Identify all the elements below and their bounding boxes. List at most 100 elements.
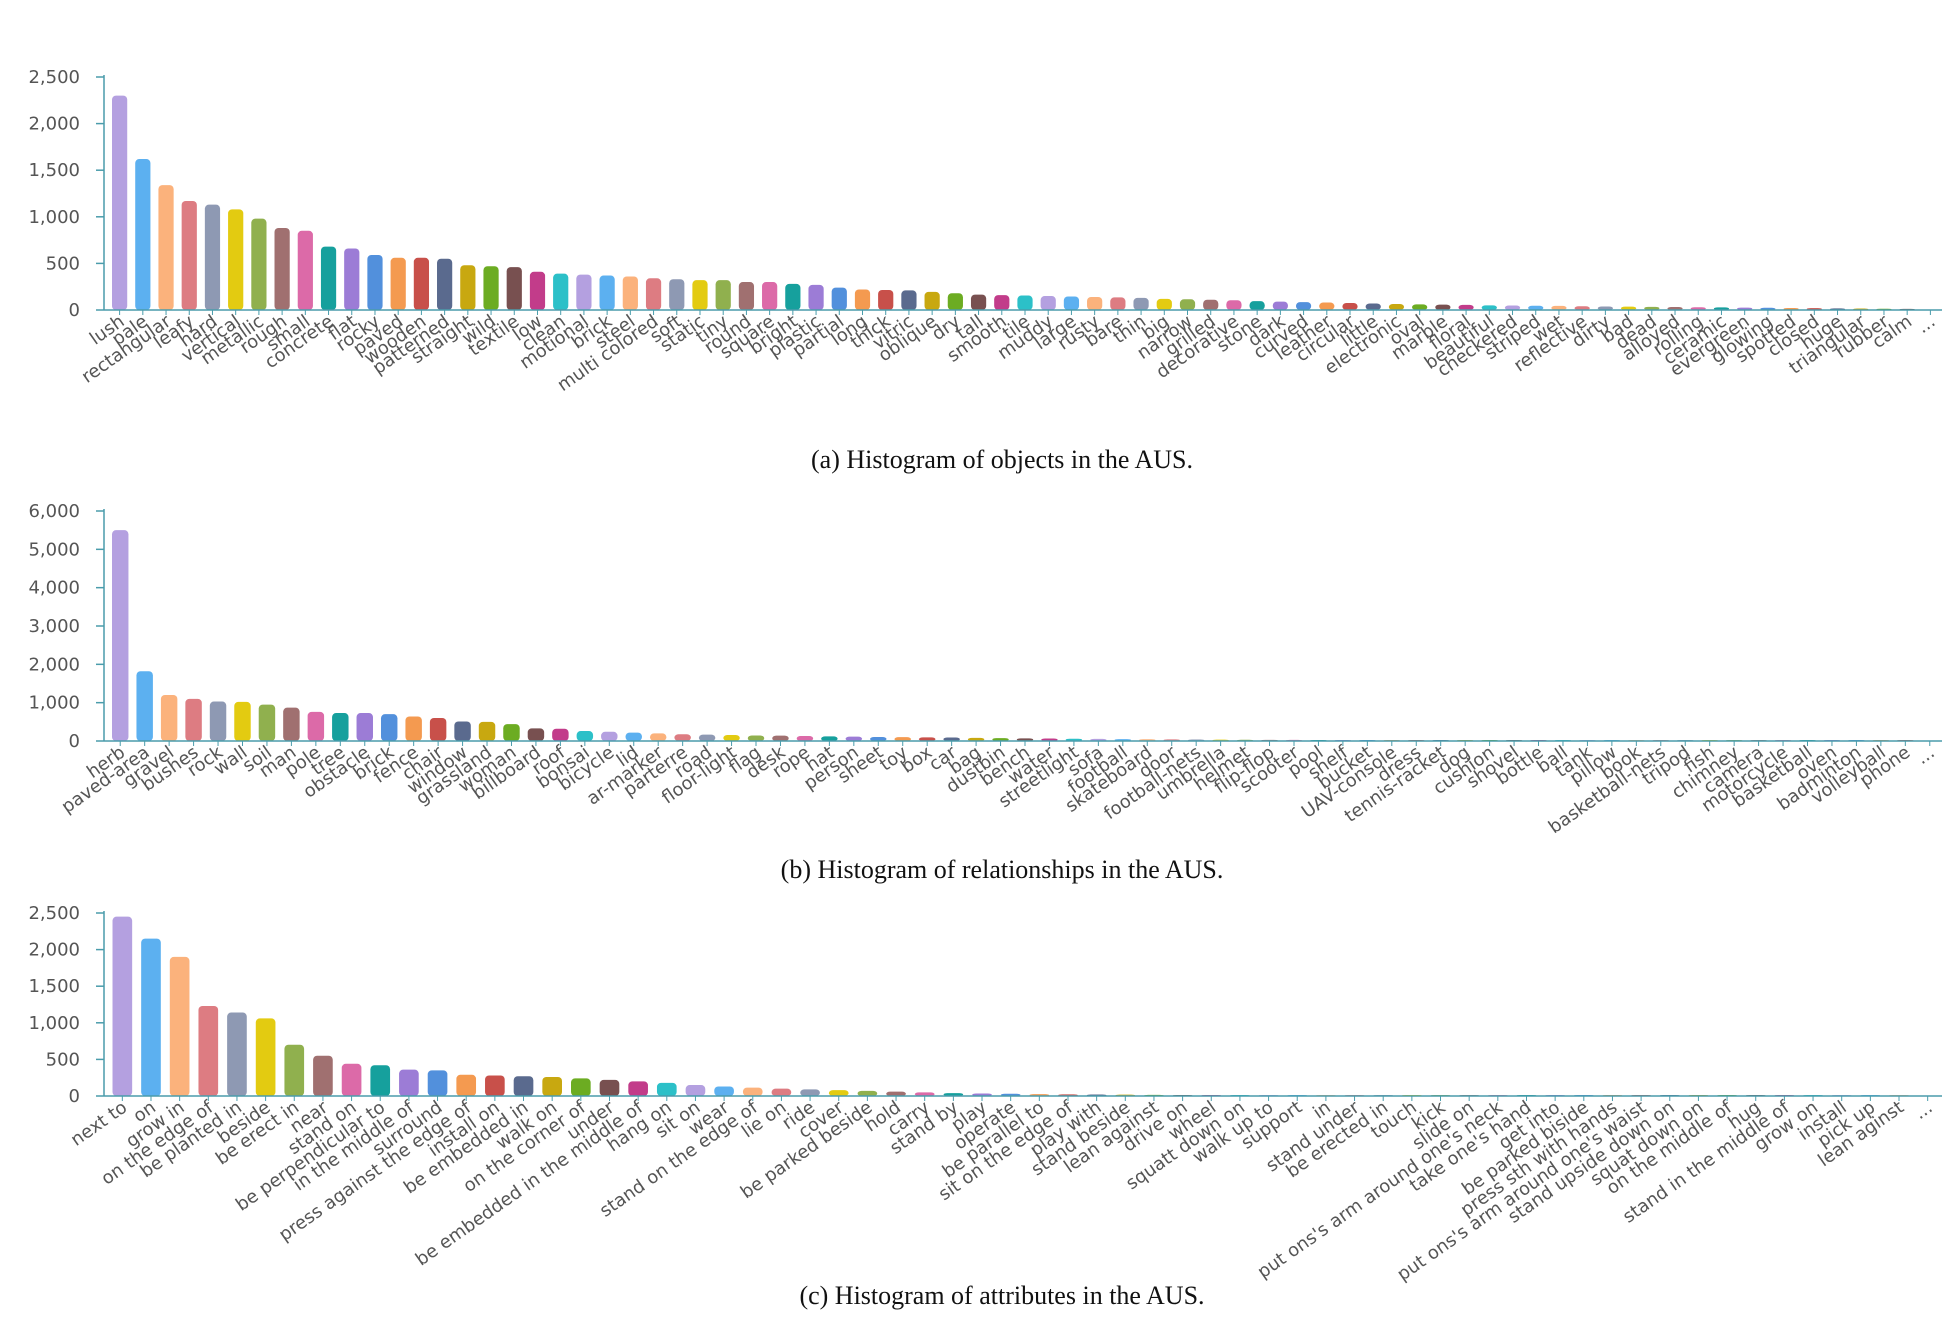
chart0-bar	[1272, 301, 1288, 310]
chart0-bar	[715, 280, 731, 310]
chart2-ytick-label: 1,500	[28, 976, 80, 997]
chart1-bar	[674, 734, 691, 741]
chart0-ytick-label: 2,000	[28, 114, 80, 135]
chart0-bar	[204, 204, 221, 310]
chart2-bar	[399, 1069, 419, 1096]
chart0-bar	[1226, 300, 1242, 310]
chart2-bar	[685, 1085, 706, 1096]
caption-attributes: (c) Histogram of attributes in the AUS.	[799, 1281, 1204, 1310]
chart0-bar	[1574, 306, 1590, 310]
chart1-ytick-label: 2,000	[28, 654, 80, 675]
chart0-bar	[1620, 306, 1637, 310]
chart0-bar	[1551, 305, 1567, 310]
chart1-bar	[356, 713, 373, 741]
chart2-bar	[112, 916, 133, 1096]
chart2-bar	[198, 1005, 219, 1096]
chart1-bar	[845, 736, 863, 741]
chart1-bar	[112, 530, 129, 741]
chart2-bar	[227, 1012, 247, 1096]
chart2-ytick-label: 0	[69, 1086, 80, 1107]
chart0-bar	[1156, 298, 1172, 310]
chart2-bar	[771, 1088, 792, 1096]
chart2-bar	[456, 1074, 477, 1096]
chart0-bar	[553, 273, 569, 310]
chart1-bar	[870, 736, 887, 741]
chart0-bar	[1388, 303, 1405, 310]
chart0-ytick-label: 2,500	[28, 67, 80, 88]
chart0-bar	[506, 267, 522, 310]
chart2-bar	[542, 1076, 562, 1096]
chart2-category-label: ...	[1910, 1097, 1936, 1124]
chart1-bar	[136, 671, 153, 741]
chart0-bar	[1412, 304, 1428, 310]
chart0-bar	[1597, 306, 1613, 310]
chart0-bar	[251, 218, 267, 310]
chart0-bar	[297, 230, 313, 310]
chart0-bar	[576, 274, 592, 310]
chart1-bar	[698, 734, 716, 741]
chart0-bar	[158, 185, 174, 310]
chart1-ytick-label: 0	[69, 731, 80, 752]
chart1-bar	[234, 701, 251, 741]
chart1-ytick-label: 1,000	[28, 693, 80, 714]
chart1-bar	[332, 713, 349, 741]
chart0-bar	[1017, 295, 1033, 310]
chart0-bar	[390, 257, 406, 310]
chart2-ytick-label: 2,500	[28, 903, 80, 924]
chart0-bar	[1087, 296, 1103, 310]
chart2-bar	[284, 1044, 305, 1096]
chart0-bar	[112, 95, 128, 310]
chart0-bar	[785, 283, 801, 310]
chart0-bar	[947, 293, 963, 310]
chart2-ytick-label: 500	[46, 1049, 80, 1070]
chart2-bar	[886, 1091, 906, 1096]
chart2-bar	[914, 1092, 935, 1096]
chart1-bar	[307, 711, 325, 741]
chart1-bar	[649, 733, 667, 741]
chart0-bar	[1319, 302, 1335, 310]
chart0-bar	[1435, 304, 1451, 310]
chart0-bar	[1249, 301, 1265, 310]
chart0-bar	[1179, 299, 1196, 310]
chart1-bar	[429, 718, 447, 741]
chart1-bar	[723, 735, 740, 741]
chart0-bar	[529, 271, 546, 310]
chart2-bar	[141, 938, 161, 1096]
chart0-bar	[738, 282, 755, 310]
chart0-ytick-label: 0	[69, 300, 80, 321]
chart0-bar	[367, 255, 383, 310]
chart0-bar	[878, 289, 894, 310]
chart0-bar	[320, 246, 337, 310]
chart1-ytick-label: 6,000	[28, 501, 80, 522]
chart1-bar	[380, 714, 398, 741]
objects-histogram-panel: 05001,0001,5002,0002,500lushpalerectangu…	[28, 67, 1942, 396]
caption-objects: (a) Histogram of objects in the AUS.	[811, 445, 1193, 474]
chart0-bar	[970, 294, 987, 310]
chart0-bar	[460, 265, 476, 310]
chart0-category-label: ...	[1913, 311, 1939, 338]
chart0-bar	[854, 289, 871, 310]
chart0-bar	[1295, 302, 1312, 310]
chart2-bar	[485, 1075, 505, 1096]
chart1-bar	[160, 695, 178, 741]
chart1-bar	[405, 716, 422, 741]
chart0-bar	[181, 200, 197, 310]
chart0-bar	[274, 227, 290, 310]
chart0-bar	[599, 275, 615, 310]
chart2-bar	[714, 1086, 734, 1096]
chart0-bar	[344, 248, 360, 310]
chart0-bar	[1342, 303, 1358, 310]
chart0-ytick-label: 1,000	[28, 207, 80, 228]
chart0-bar	[483, 266, 499, 310]
chart0-bar	[622, 276, 638, 310]
chart0-bar	[692, 280, 708, 310]
chart0-bar	[1063, 296, 1080, 310]
caption-relationships: (b) Histogram of relationships in the AU…	[781, 855, 1224, 884]
chart1-bar	[552, 728, 569, 741]
chart1-bar	[625, 732, 642, 741]
chart1-bar	[601, 731, 618, 741]
chart0-bar	[1040, 296, 1056, 310]
chart0-bar	[831, 287, 847, 310]
chart2-bar	[169, 956, 190, 1096]
